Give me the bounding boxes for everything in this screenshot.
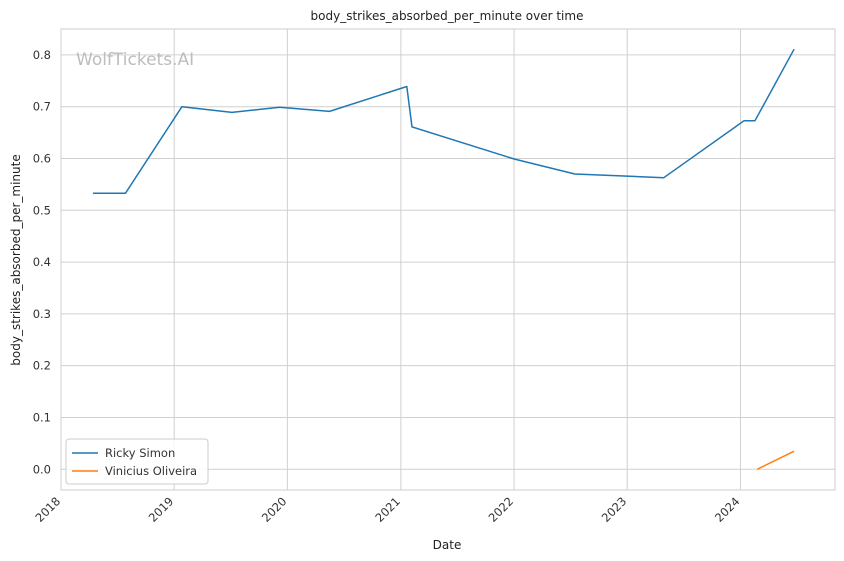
series-lines: [92, 48, 795, 470]
plot-area: [60, 28, 836, 491]
legend-box: [65, 438, 209, 485]
x-tick-label: 2021: [372, 494, 403, 525]
y-tick-label: 0.7: [33, 100, 51, 114]
y-tick-label: 0.8: [33, 48, 51, 62]
y-tick-label: 0.5: [33, 203, 51, 217]
x-axis-label: Date: [433, 538, 462, 552]
series-line-ricky-simon: [92, 48, 795, 194]
x-tick-label: 2018: [33, 494, 64, 525]
y-axis-label: body_strikes_absorbed_per_minute: [9, 154, 23, 365]
legend: Ricky Simon Vinicius Oliveira: [65, 438, 209, 485]
chart-title: body_strikes_absorbed_per_minute over ti…: [311, 9, 584, 23]
y-tick-label: 0.0: [33, 462, 51, 476]
legend-label-vinicius-oliveira: Vinicius Oliveira: [105, 464, 197, 478]
grid-lines: [60, 29, 835, 490]
series-line-vinicius-oliveira: [756, 450, 795, 470]
watermark: WolfTickets.AI: [76, 50, 194, 70]
y-tick-label: 0.6: [33, 151, 51, 165]
x-tick-label: 2020: [259, 494, 290, 525]
y-tick-label: 0.2: [33, 359, 51, 373]
x-tick-label: 2023: [599, 494, 630, 525]
x-tick-label: 2019: [146, 494, 177, 525]
x-tick-label: 2022: [486, 494, 517, 525]
legend-label-ricky-simon: Ricky Simon: [105, 446, 175, 460]
y-tick-label: 0.4: [33, 255, 51, 269]
y-tick-label: 0.1: [33, 410, 51, 424]
x-tick-label: 2024: [712, 494, 743, 525]
y-tick-label: 0.3: [33, 307, 51, 321]
